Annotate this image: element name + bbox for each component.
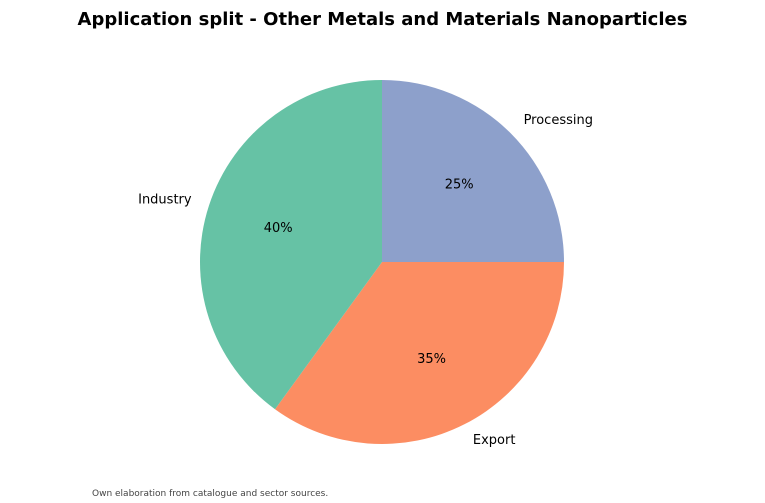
pie-percent-label-industry: 40%	[264, 221, 293, 236]
chart-title: Application split - Other Metals and Mat…	[77, 9, 688, 30]
pie-category-label-export: Export	[473, 433, 516, 448]
pie-percent-label-export: 35%	[417, 352, 446, 367]
pie-percent-label-processing: 25%	[445, 177, 474, 192]
pie-category-label-processing: Processing	[524, 113, 593, 128]
source-footnote: Own elaboration from catalogue and secto…	[92, 489, 329, 499]
pie-slice-industry	[200, 79, 382, 410]
pie-slice-processing	[382, 80, 564, 262]
pie-category-label-industry: Industry	[138, 193, 192, 208]
pie-slice-export	[275, 262, 564, 444]
